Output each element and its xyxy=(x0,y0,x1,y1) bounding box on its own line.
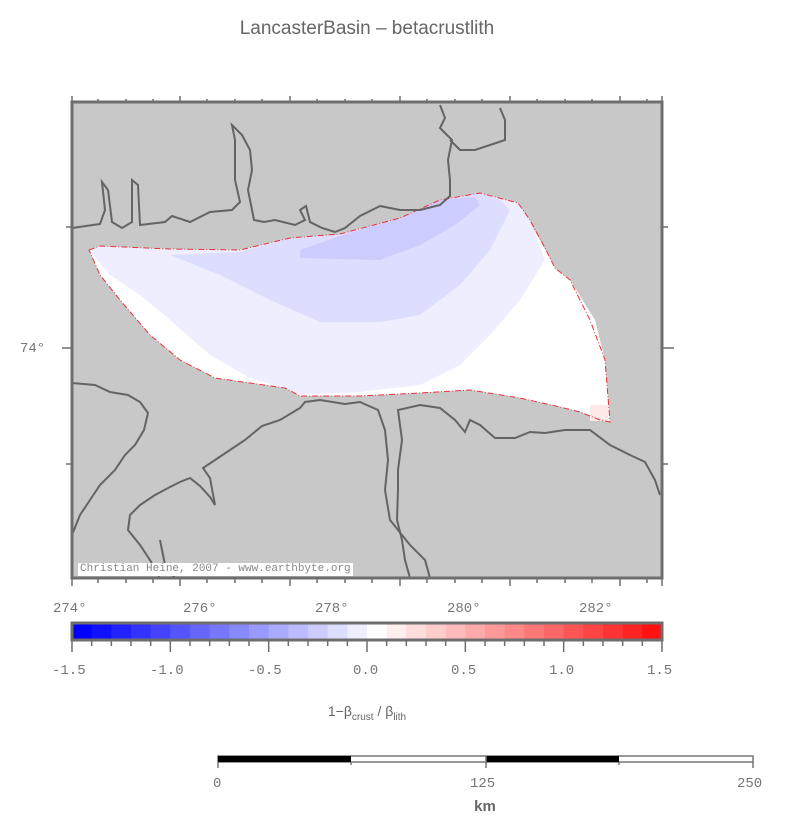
map-frame xyxy=(70,100,664,580)
colorbar-cell xyxy=(367,623,388,640)
colorbar-label-0.0: 0.0 xyxy=(353,663,379,679)
colorbar-cell xyxy=(190,623,211,640)
x-axis-label-282: 282° xyxy=(579,601,613,617)
colorbar-ticks xyxy=(71,640,663,652)
colorbar-title: 1−βcrust / βlith xyxy=(0,703,734,723)
colorbar-title-main: 1−β xyxy=(327,703,352,719)
x-axis-label-276: 276° xyxy=(183,601,217,617)
colorbar-cell xyxy=(229,623,250,640)
scalebar-label-250: 250 xyxy=(737,776,763,792)
top-ticks xyxy=(71,96,663,102)
colorbar-cell xyxy=(563,623,584,640)
map-title: LancasterBasin – betacrustlith xyxy=(239,18,495,39)
colorbar-cell xyxy=(622,623,643,640)
colorbar-cell xyxy=(426,623,447,640)
colorbar-cell xyxy=(268,623,289,640)
x-axis-label-274: 274° xyxy=(53,601,87,617)
basin-band-3 xyxy=(300,197,480,260)
colorbar-cell xyxy=(642,623,663,640)
scalebar-label-0: 0 xyxy=(213,776,222,792)
colorbar-title-sub1: crust xyxy=(351,711,374,723)
colorbar-cell xyxy=(170,623,191,640)
x-axis-label-280: 280° xyxy=(447,601,481,617)
colorbar-cell xyxy=(583,623,604,640)
colorbar-cell xyxy=(504,623,525,640)
basin-pink-patch xyxy=(590,405,608,421)
colorbar-cell xyxy=(288,623,309,640)
scalebar xyxy=(217,755,754,768)
colorbar-cell xyxy=(544,623,565,640)
scalebar-label-125: 125 xyxy=(470,776,496,792)
colorbar-cell xyxy=(111,623,132,640)
bottom-ticks xyxy=(71,578,663,586)
colorbar-label-neg1.0: -1.0 xyxy=(150,663,184,679)
x-axis-label-278: 278° xyxy=(315,601,349,617)
colorbar-cell xyxy=(91,623,112,640)
colorbar-cell xyxy=(485,623,506,640)
colorbar-cell xyxy=(131,623,152,640)
scalebar-unit: km xyxy=(474,798,496,815)
colorbar-cell xyxy=(72,623,93,640)
colorbar-label-1.0: 1.0 xyxy=(549,663,575,679)
colorbar-cell xyxy=(386,623,407,640)
colorbar-cell xyxy=(150,623,171,640)
basin-outline xyxy=(88,192,611,423)
colorbar-title-mid: / β xyxy=(373,703,394,719)
colorbar xyxy=(72,623,663,640)
colorbar-cell xyxy=(465,623,486,640)
colorbar-cell xyxy=(209,623,230,640)
colorbar-cell xyxy=(445,623,466,640)
side-ticks xyxy=(62,226,674,465)
colorbar-label-neg1.5: -1.5 xyxy=(52,663,86,679)
y-axis-label-74: 74° xyxy=(20,341,46,357)
colorbar-label-0.5: 0.5 xyxy=(451,663,477,679)
colorbar-label-1.5: 1.5 xyxy=(647,663,673,679)
colorbar-cell xyxy=(347,623,368,640)
colorbar-cell xyxy=(603,623,624,640)
colorbar-title-sub2: lith xyxy=(393,711,407,723)
colorbar-cell xyxy=(406,623,427,640)
colorbar-cell xyxy=(308,623,329,640)
colorbar-label-neg0.5: -0.5 xyxy=(248,663,282,679)
colorbar-cell xyxy=(327,623,348,640)
credit-text: Christian Heine, 2007 - www.earthbyte.or… xyxy=(78,563,353,576)
colorbar-cell xyxy=(524,623,545,640)
colorbar-cell xyxy=(249,623,270,640)
